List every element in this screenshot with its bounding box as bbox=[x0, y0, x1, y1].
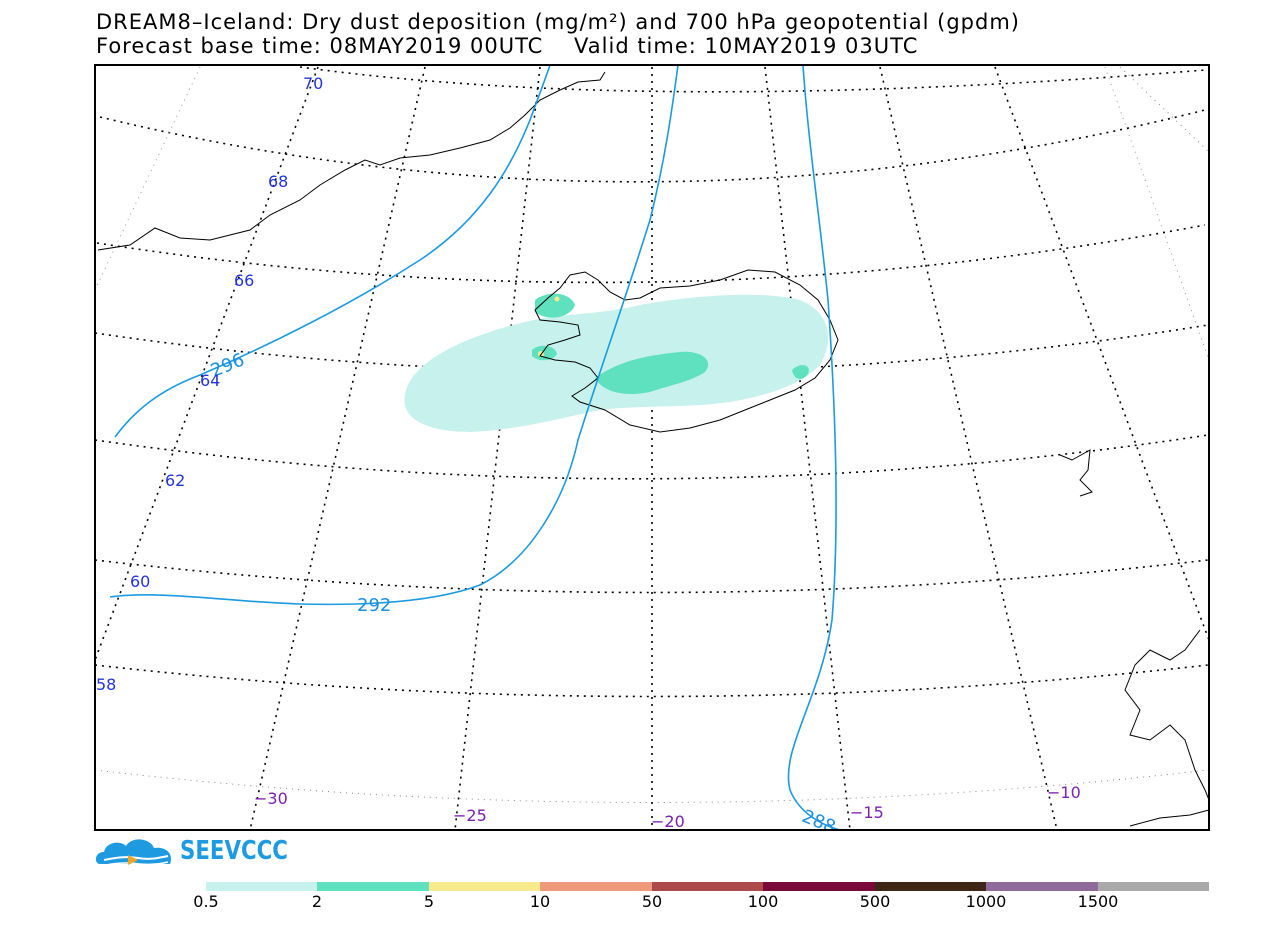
geopotential-contours bbox=[109, 65, 841, 830]
contour-label-288: 288 bbox=[799, 806, 839, 838]
lon-line-10 bbox=[879, 66, 1058, 830]
lat-label-66: 66 bbox=[234, 271, 254, 290]
legend-tick-6: 500 bbox=[859, 892, 891, 911]
lat-line-62 bbox=[95, 434, 1209, 480]
seevccc-logo: SEEVCCC bbox=[94, 834, 304, 874]
dust-area-2-c bbox=[532, 345, 557, 361]
corner-arc bbox=[1119, 66, 1209, 153]
dust-area-5-b bbox=[554, 296, 560, 302]
scotland-coast-south bbox=[1129, 809, 1209, 827]
latitude-labels: 70 68 66 64 62 60 58 bbox=[96, 74, 323, 694]
lon-label-30: −30 bbox=[254, 789, 288, 808]
coastlines bbox=[97, 71, 1209, 827]
map-content: 296 292 288 70 68 66 64 62 60 58 −30 −25… bbox=[95, 65, 1209, 838]
map-frame bbox=[94, 64, 1210, 831]
legend-swatch-4 bbox=[651, 882, 764, 891]
longitude-labels: −30 −25 −20 −15 −10 bbox=[254, 783, 1081, 831]
latitude-lines bbox=[95, 66, 1209, 698]
lon-line-40 bbox=[95, 66, 201, 291]
legend-tick-7: 1000 bbox=[965, 892, 1007, 911]
legend-swatch-2 bbox=[428, 882, 541, 891]
legend-swatch-7 bbox=[986, 882, 1098, 891]
contour-292 bbox=[109, 65, 679, 606]
legend-tick-1: 2 bbox=[311, 892, 323, 911]
latitude-lines-minor bbox=[95, 66, 1209, 803]
lon-line-00 bbox=[1104, 66, 1209, 361]
lat-label-68: 68 bbox=[268, 172, 288, 191]
title-line-1: DREAM8–Iceland: Dry dust deposition (mg/… bbox=[96, 10, 1020, 34]
iceland-coast bbox=[534, 269, 839, 433]
lat-line-66 bbox=[96, 224, 1206, 284]
legend-swatch-5 bbox=[763, 882, 875, 891]
lon-line-25 bbox=[454, 66, 541, 830]
lon-label-10: −10 bbox=[1047, 783, 1081, 802]
legend-swatch-0 bbox=[206, 882, 318, 891]
legend-tick-3: 10 bbox=[529, 892, 551, 911]
lat-label-58: 58 bbox=[96, 675, 116, 694]
scotland-coast bbox=[1124, 629, 1209, 801]
contour-label-292: 292 bbox=[357, 595, 391, 616]
lon-line-35 bbox=[95, 66, 319, 661]
lon-line-05 bbox=[994, 66, 1209, 641]
lat-label-70: 70 bbox=[303, 74, 323, 93]
legend-swatch-1 bbox=[317, 882, 429, 891]
dust-area-0-5 bbox=[404, 294, 829, 432]
dust-deposition-field bbox=[404, 293, 829, 432]
longitude-lines bbox=[95, 66, 1209, 830]
legend-tick-0: 0.5 bbox=[193, 892, 219, 911]
legend-swatch-3 bbox=[540, 882, 652, 891]
lat-label-62: 62 bbox=[165, 471, 185, 490]
title-line-2: Forecast base time: 08MAY2019 00UTC Vali… bbox=[96, 34, 919, 58]
lat-label-60: 60 bbox=[130, 572, 150, 591]
lon-label-25: −25 bbox=[453, 806, 487, 825]
legend-colorbar bbox=[206, 882, 1209, 891]
legend-tick-5: 100 bbox=[747, 892, 779, 911]
dust-area-2-b bbox=[535, 293, 575, 318]
legend-tick-8: 1500 bbox=[1077, 892, 1119, 911]
legend-tick-4: 50 bbox=[641, 892, 663, 911]
cloud-logo-icon bbox=[95, 839, 172, 866]
dust-area-2-d bbox=[792, 365, 809, 379]
legend-swatch-6 bbox=[874, 882, 987, 891]
faroe-coast bbox=[1059, 449, 1093, 497]
logo-text: SEEVCCC bbox=[180, 836, 288, 866]
greenland-coast bbox=[97, 71, 606, 251]
lon-label-15: −15 bbox=[850, 803, 884, 822]
lon-line-15 bbox=[764, 66, 851, 830]
lon-line-30 bbox=[249, 66, 426, 830]
legend-tick-2: 5 bbox=[423, 892, 435, 911]
lon-label-20: −20 bbox=[651, 812, 685, 831]
lat-line-70 bbox=[299, 66, 1206, 93]
contour-296 bbox=[114, 65, 551, 438]
contour-288 bbox=[787, 65, 841, 830]
legend-swatch-8 bbox=[1097, 882, 1209, 891]
dust-area-2-a bbox=[595, 351, 709, 394]
lat-label-64: 64 bbox=[200, 371, 220, 390]
